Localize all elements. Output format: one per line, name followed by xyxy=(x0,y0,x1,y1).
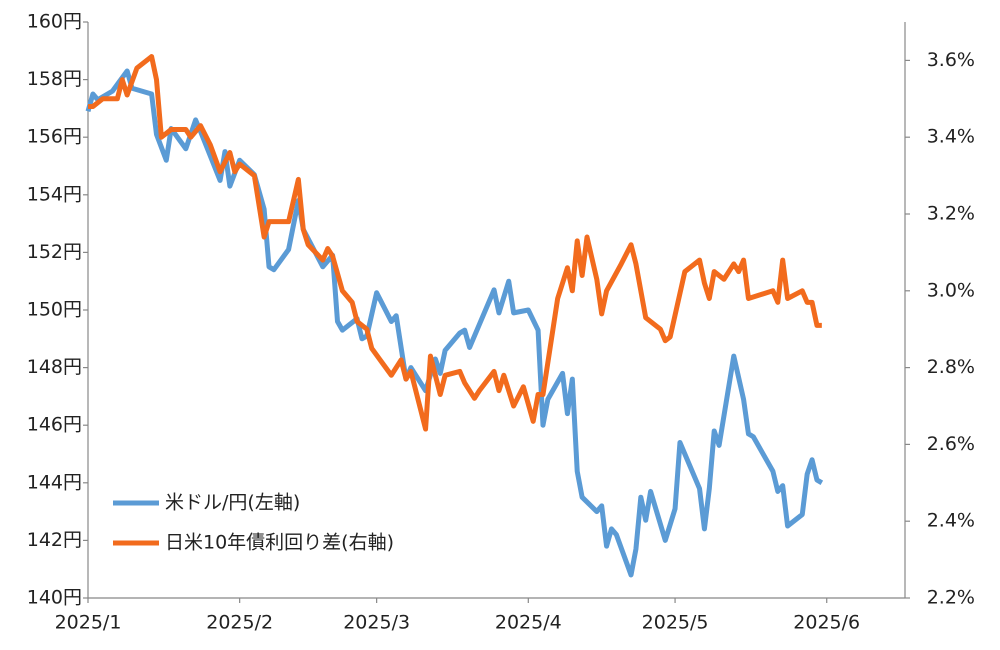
y2-tick-label: 3.0% xyxy=(927,279,975,301)
y-tick-label: 140円 xyxy=(27,587,82,609)
x-tick-label: 2025/1 xyxy=(55,612,122,634)
y2-tick-label: 3.6% xyxy=(927,49,975,71)
x-tick-label: 2025/2 xyxy=(206,612,273,634)
y-tick-label: 148円 xyxy=(27,356,82,378)
y-tick-label: 146円 xyxy=(27,414,82,436)
y2-tick-label: 2.8% xyxy=(927,356,975,378)
y-tick-label: 150円 xyxy=(27,299,82,321)
y2-tick-label: 2.6% xyxy=(927,433,975,455)
y2-tick-label: 3.4% xyxy=(927,126,975,148)
x-tick-label: 2025/6 xyxy=(793,612,860,634)
legend-label: 日米10年債利回り差(右軸) xyxy=(165,532,394,554)
y2-tick-label: 3.2% xyxy=(927,203,975,225)
x-tick-label: 2025/3 xyxy=(343,612,410,634)
y-tick-label: 156円 xyxy=(27,126,82,148)
y-tick-label: 160円 xyxy=(27,11,82,33)
x-tick-label: 2025/4 xyxy=(495,612,562,634)
legend-label: 米ドル/円(左軸) xyxy=(165,492,300,514)
y2-tick-label: 2.2% xyxy=(927,587,975,609)
y-tick-label: 144円 xyxy=(27,471,82,493)
y-tick-label: 152円 xyxy=(27,241,82,263)
y-tick-label: 142円 xyxy=(27,529,82,551)
y-tick-label: 154円 xyxy=(27,183,82,205)
y-tick-label: 158円 xyxy=(27,68,82,90)
y2-tick-label: 2.4% xyxy=(927,510,975,532)
x-tick-label: 2025/5 xyxy=(642,612,709,634)
series-line xyxy=(88,54,822,432)
